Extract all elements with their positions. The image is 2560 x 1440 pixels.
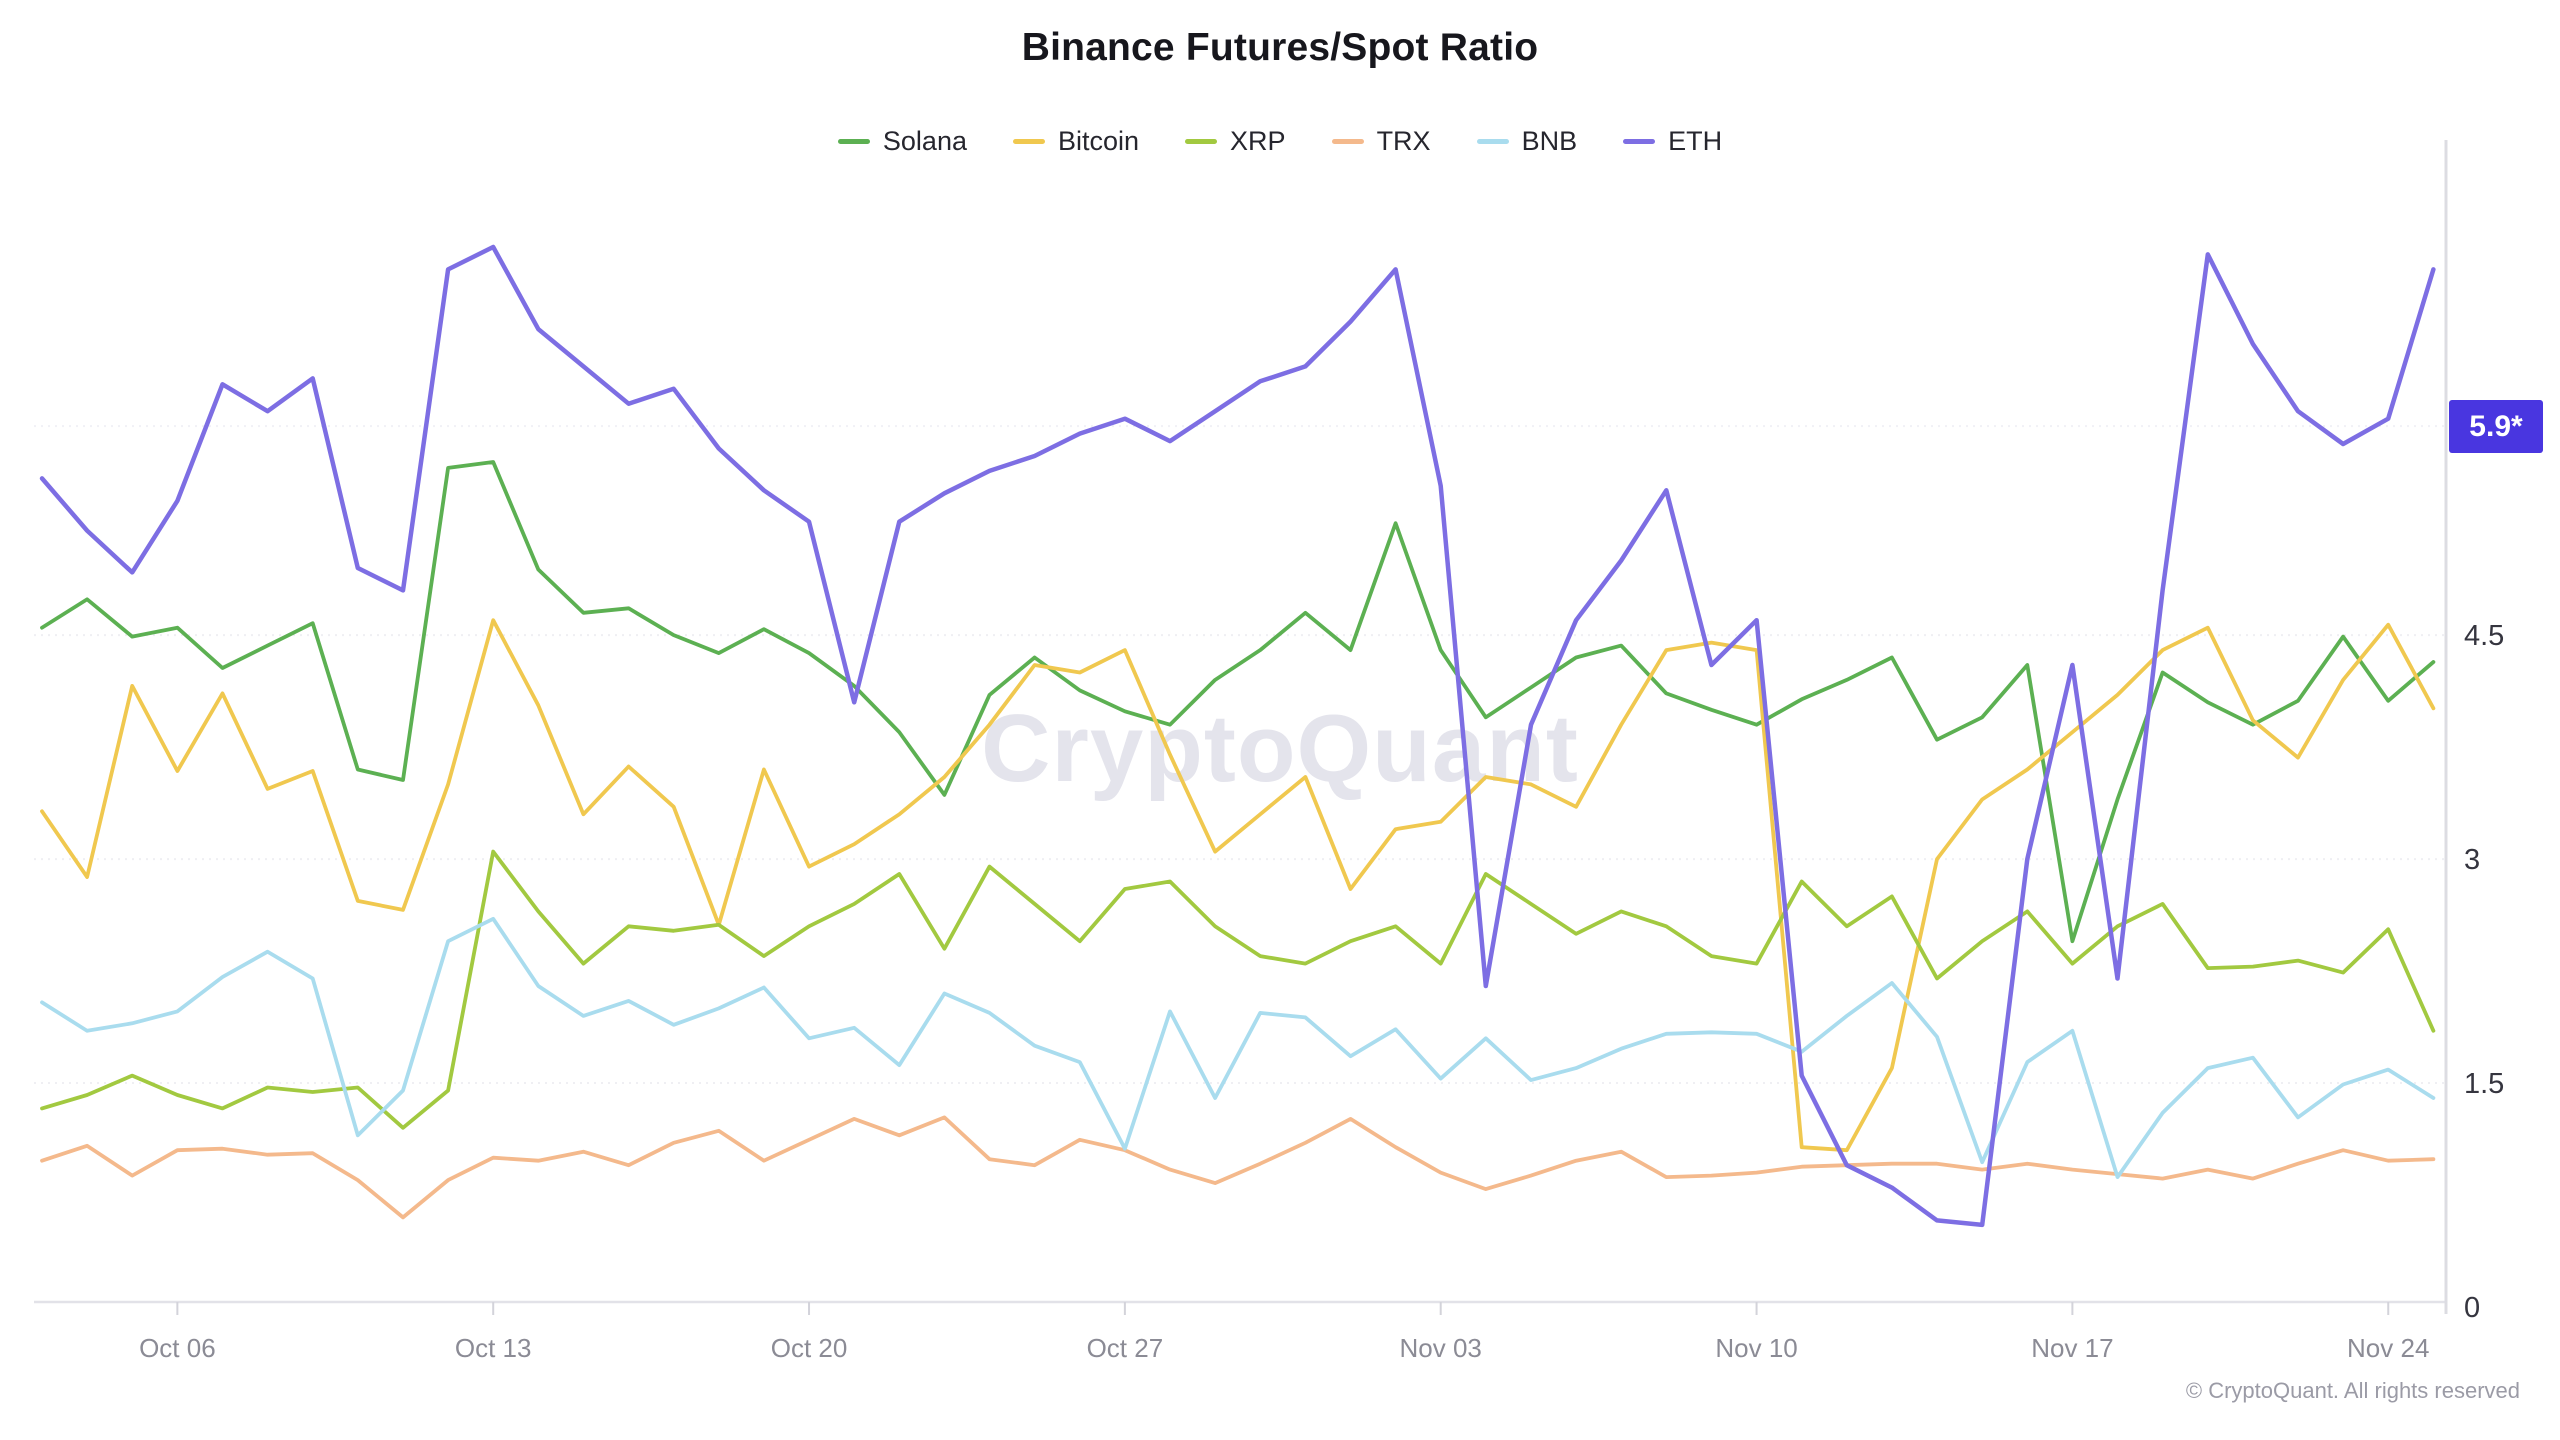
legend-label: BNB — [1521, 126, 1578, 156]
chart-title: Binance Futures/Spot Ratio — [1021, 26, 1539, 69]
legend-item-xrp[interactable]: XRP — [1185, 126, 1286, 157]
legend-swatch-bitcoin-icon — [1012, 139, 1045, 144]
legend-swatch-solana-icon — [837, 139, 870, 144]
legend-item-eth[interactable]: ETH — [1623, 126, 1722, 157]
y-tick-label: 3 — [2464, 844, 2480, 876]
series-line-solana[interactable] — [40, 460, 2436, 944]
legend-swatch-eth-icon — [1623, 139, 1656, 144]
x-tick-label: Oct 20 — [771, 1333, 848, 1363]
x-tick-label: Nov 24 — [2347, 1333, 2429, 1363]
latest-value-badge: 5.9* — [2449, 400, 2543, 454]
y-tick-label: 1.5 — [2464, 1068, 2504, 1100]
legend-item-trx[interactable]: TRX — [1331, 126, 1431, 157]
series-line-eth[interactable] — [39, 244, 2436, 1228]
legend-label: XRP — [1230, 126, 1286, 156]
legend-item-bnb[interactable]: BNB — [1476, 126, 1578, 157]
legend-label: Solana — [882, 126, 967, 156]
series-line-trx[interactable] — [40, 1115, 2436, 1220]
legend-label: Bitcoin — [1057, 126, 1140, 156]
legend-swatch-trx-icon — [1331, 139, 1364, 144]
legend-item-bitcoin[interactable]: Bitcoin — [1012, 126, 1140, 157]
legend-label: ETH — [1668, 126, 1723, 156]
legend-swatch-xrp-icon — [1185, 139, 1218, 144]
legend-label: TRX — [1376, 126, 1431, 156]
series-line-xrp[interactable] — [40, 849, 2436, 1130]
x-tick-label: Nov 03 — [1400, 1333, 1482, 1363]
x-tick-label: Oct 27 — [1087, 1333, 1164, 1363]
legend: Solana Bitcoin XRP TRX BNB ETH — [0, 126, 2560, 157]
x-tick-label: Oct 13 — [455, 1333, 532, 1363]
x-tick-label: Nov 17 — [2031, 1333, 2113, 1363]
x-tick-label: Oct 06 — [139, 1333, 216, 1363]
y-tick-label: 4.5 — [2464, 620, 2504, 652]
y-tick-label: 0 — [2464, 1292, 2480, 1324]
series-line-bnb[interactable] — [40, 916, 2436, 1179]
x-tick-label: Nov 10 — [1715, 1333, 1797, 1363]
series-line-bitcoin[interactable] — [40, 618, 2436, 1153]
legend-swatch-bnb-icon — [1476, 139, 1509, 144]
copyright-notice: © CryptoQuant. All rights reserved — [2185, 1378, 2520, 1403]
legend-item-solana[interactable]: Solana — [837, 126, 967, 157]
